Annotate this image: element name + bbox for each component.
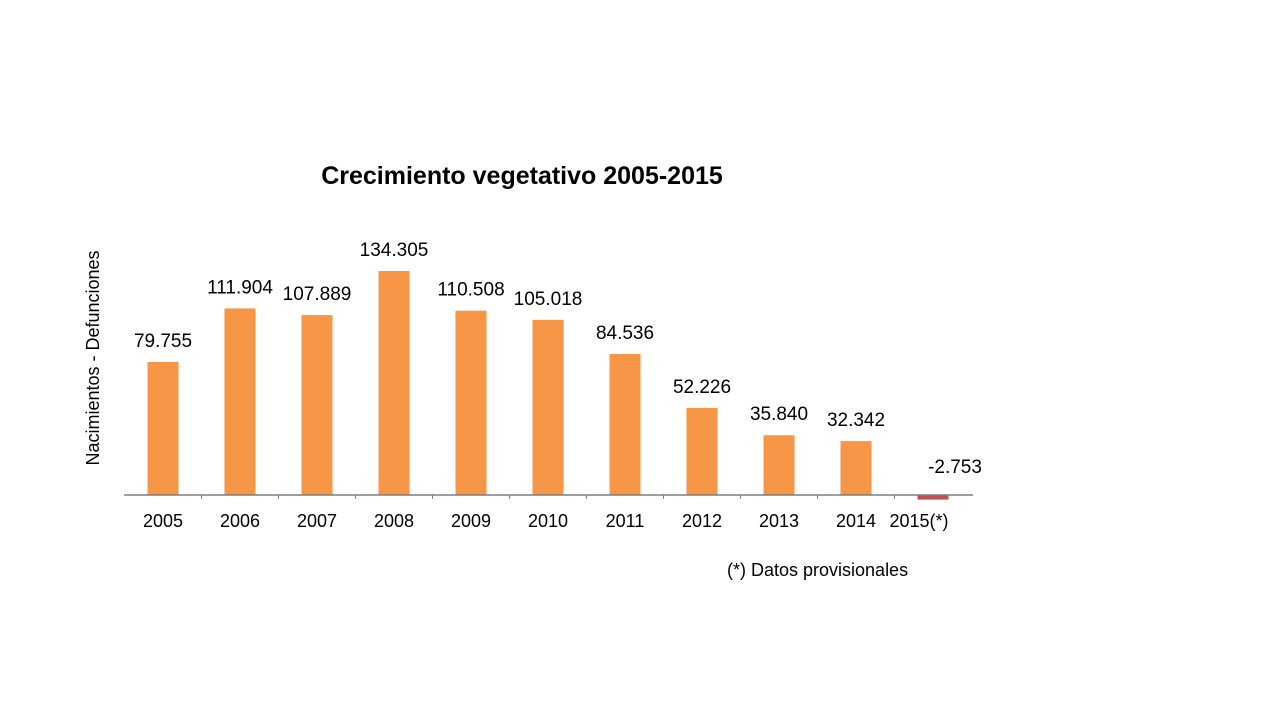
x-tick-2005: 2005 [143,511,183,531]
bar-2011 [609,354,641,495]
bar-2010 [532,319,564,495]
data-label-2011: 84.536 [596,323,654,344]
bar-2007 [301,315,333,495]
data-label-2005: 79.755 [134,331,192,352]
bar-2009 [455,310,487,495]
x-tick-labels-group: 2005 2006 2007 2008 2009 2010 2011 2012 2013 2014… [143,495,949,531]
bar-2012 [686,407,718,495]
bar-2005 [147,361,179,495]
data-label-2010: 105.018 [514,289,583,310]
x-tick-2012: 2012 [682,511,722,531]
bar-2015(*) [917,495,949,500]
x-tick-2006: 2006 [220,511,260,531]
data-label-2015(*): -2.753 [928,457,982,478]
bar-2014 [840,441,872,495]
data-labels-group: 79.755 111.904 107.889 134.305 110.508 105.01… [134,240,982,478]
y-axis-label: Nacimientos - Defunciones [83,250,103,465]
bar-2008 [378,271,410,495]
x-tick-2015(*): 2015(*) [889,511,948,531]
x-tick-2007: 2007 [297,511,337,531]
footnote: (*) Datos provisionales [727,560,908,580]
data-label-2008: 134.305 [360,240,429,261]
data-label-2013: 35.840 [750,404,808,425]
data-label-2014: 32.342 [827,410,885,431]
x-tick-2008: 2008 [374,511,414,531]
x-tick-2009: 2009 [451,511,491,531]
data-label-2007: 107.889 [283,284,352,305]
bars-group [147,271,949,500]
bar-2006 [224,308,256,495]
x-tick-2014: 2014 [836,511,876,531]
x-tick-2013: 2013 [759,511,799,531]
x-tick-2011: 2011 [606,511,645,531]
x-tick-2010: 2010 [528,511,568,531]
data-label-2009: 110.508 [437,280,504,301]
data-label-2012: 52.226 [673,377,731,398]
chart-title: Crecimiento vegetativo 2005-2015 [321,162,723,190]
data-label-2006: 111.904 [207,277,273,298]
bar-2013 [763,435,795,495]
